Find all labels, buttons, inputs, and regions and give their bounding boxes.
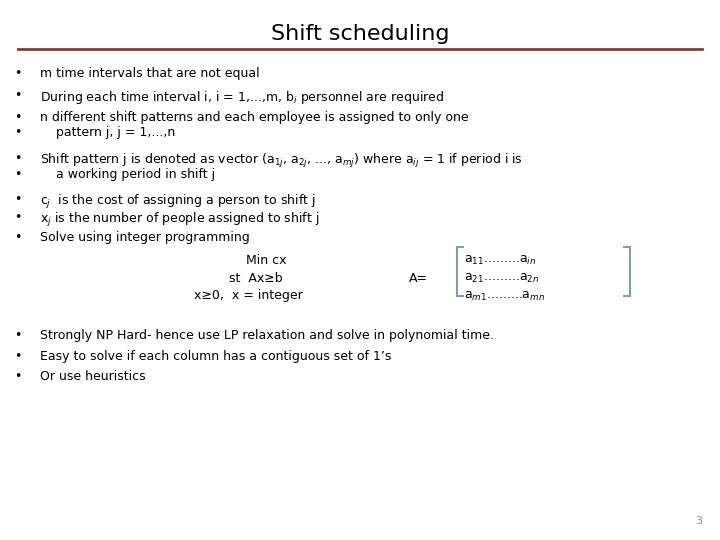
Text: •: • bbox=[14, 329, 22, 342]
Text: •: • bbox=[14, 126, 22, 139]
Text: Min cx: Min cx bbox=[246, 254, 287, 267]
Text: •: • bbox=[14, 152, 22, 165]
Text: •: • bbox=[14, 370, 22, 383]
Text: 3: 3 bbox=[695, 516, 702, 526]
Text: Easy to solve if each column has a contiguous set of 1’s: Easy to solve if each column has a conti… bbox=[40, 350, 391, 363]
Text: Solve using integer programming: Solve using integer programming bbox=[40, 231, 249, 244]
Text: a$_{11}$.........a$_{in}$: a$_{11}$.........a$_{in}$ bbox=[464, 254, 536, 267]
Text: x≥0,  x = integer: x≥0, x = integer bbox=[194, 289, 303, 302]
Text: •: • bbox=[14, 193, 22, 206]
Text: •: • bbox=[14, 111, 22, 124]
Text: pattern j, j = 1,...,n: pattern j, j = 1,...,n bbox=[40, 126, 175, 139]
Text: a$_{21}$.........a$_{2n}$: a$_{21}$.........a$_{2n}$ bbox=[464, 272, 540, 285]
Text: Strongly NP Hard- hence use LP relaxation and solve in polynomial time.: Strongly NP Hard- hence use LP relaxatio… bbox=[40, 329, 494, 342]
Text: a$_{m1}$.........a$_{mn}$: a$_{m1}$.........a$_{mn}$ bbox=[464, 289, 546, 302]
Text: •: • bbox=[14, 211, 22, 224]
Text: m time intervals that are not equal: m time intervals that are not equal bbox=[40, 68, 259, 80]
Text: Or use heuristics: Or use heuristics bbox=[40, 370, 145, 383]
Text: st  Ax≥b: st Ax≥b bbox=[229, 272, 282, 285]
Text: a working period in shift j: a working period in shift j bbox=[40, 168, 215, 181]
Text: n different shift patterns and each employee is assigned to only one: n different shift patterns and each empl… bbox=[40, 111, 468, 124]
Text: Shift pattern j is denoted as vector (a$_{1j}$, a$_{2j}$, ..., a$_{mj}$) where a: Shift pattern j is denoted as vector (a$… bbox=[40, 152, 523, 170]
Text: c$_j$  is the cost of assigning a person to shift j: c$_j$ is the cost of assigning a person … bbox=[40, 193, 315, 211]
Text: Shift scheduling: Shift scheduling bbox=[271, 24, 449, 44]
Text: During each time interval i, i = 1,...,m, b$_i$ personnel are required: During each time interval i, i = 1,...,m… bbox=[40, 89, 444, 106]
Text: •: • bbox=[14, 168, 22, 181]
Text: •: • bbox=[14, 231, 22, 244]
Text: •: • bbox=[14, 89, 22, 102]
Text: •: • bbox=[14, 350, 22, 363]
Text: A=: A= bbox=[409, 272, 428, 285]
Text: x$_j$ is the number of people assigned to shift j: x$_j$ is the number of people assigned t… bbox=[40, 211, 319, 228]
Text: •: • bbox=[14, 68, 22, 80]
